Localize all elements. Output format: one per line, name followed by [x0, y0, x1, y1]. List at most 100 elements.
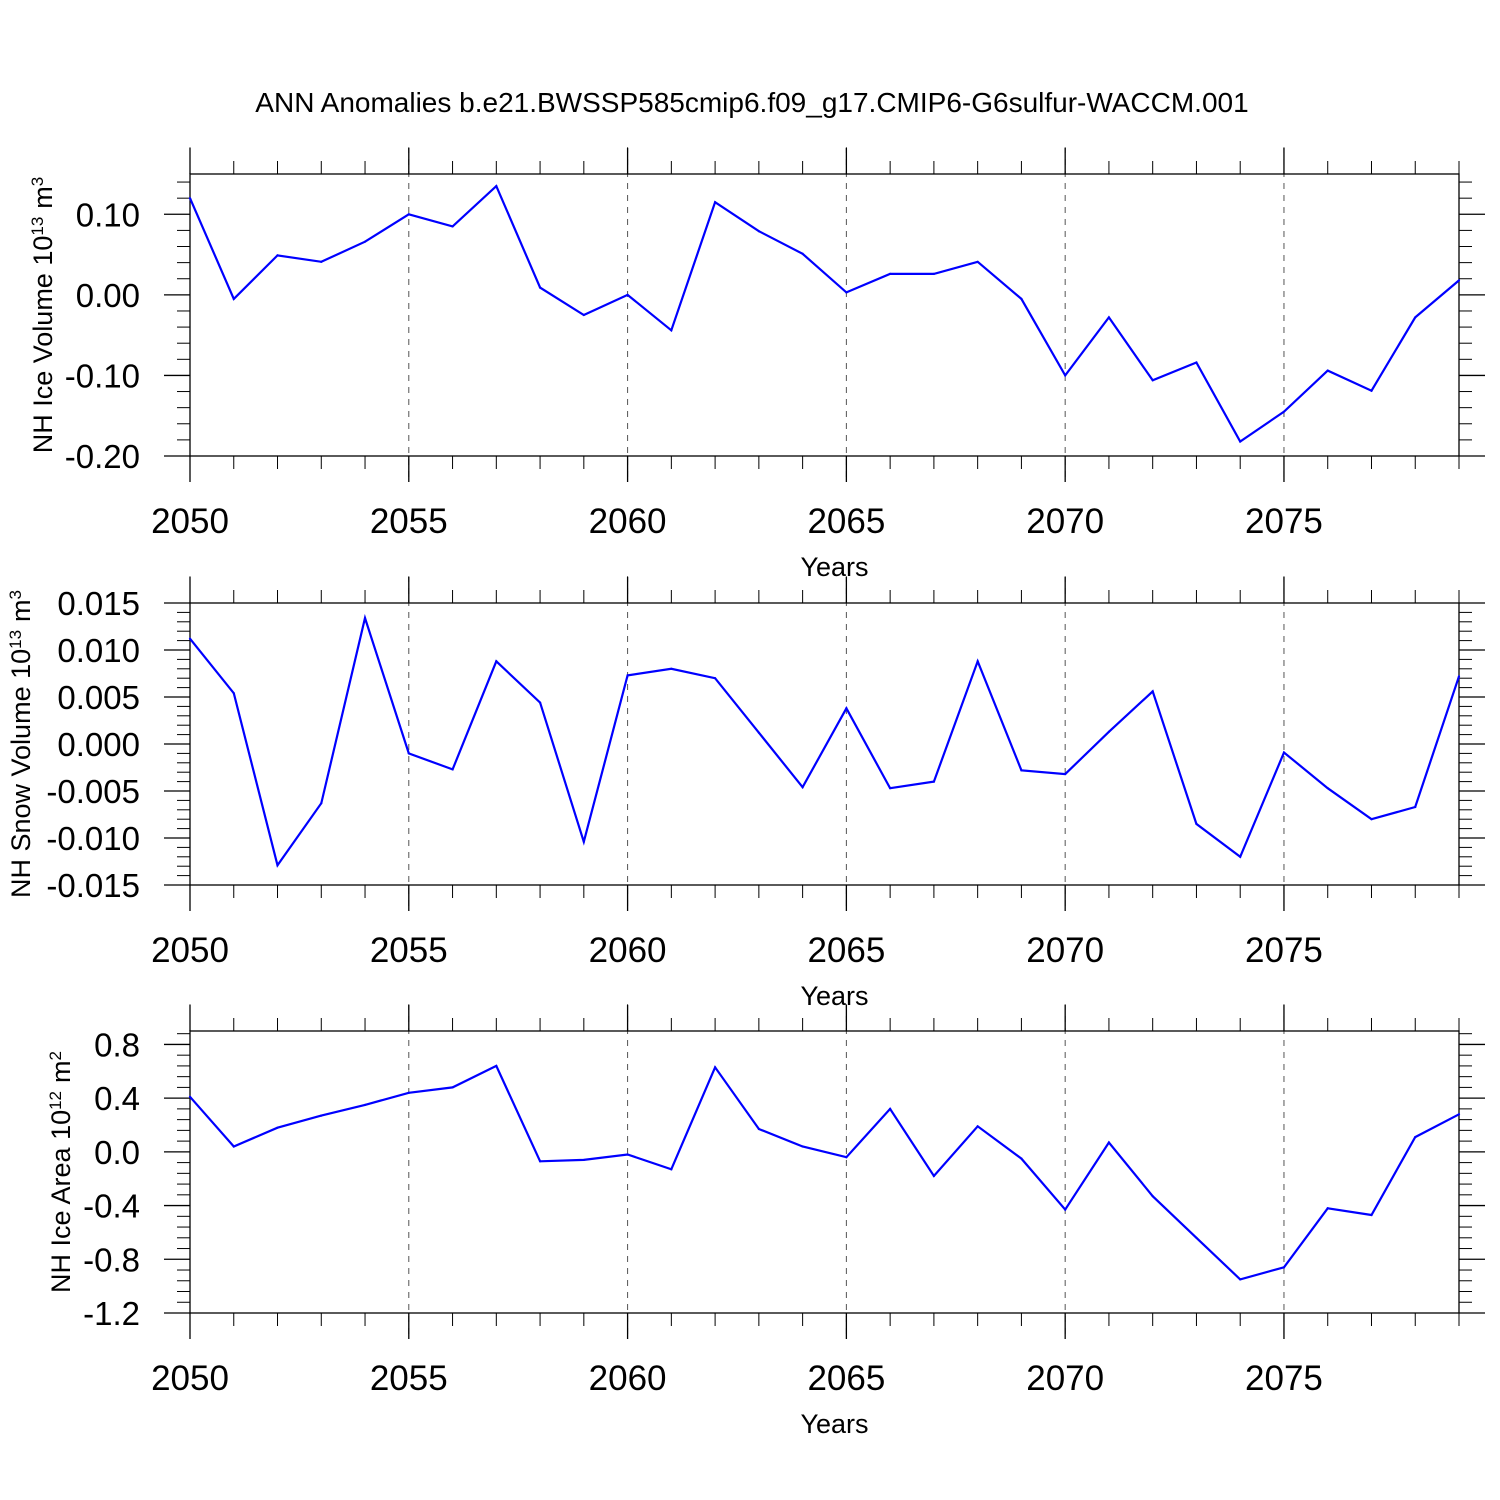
- data-point: [582, 840, 585, 843]
- data-point: [1064, 772, 1067, 776]
- data-point: [845, 707, 848, 710]
- xlabel: Years: [800, 981, 868, 1011]
- data-point: [407, 213, 410, 216]
- ylabel-unit: m: [6, 599, 36, 622]
- xlabel: Years: [800, 552, 868, 582]
- data-point: [1195, 1236, 1198, 1239]
- data-point: [932, 1174, 935, 1178]
- y-tick-label: -0.010: [46, 820, 140, 857]
- data-point: [1020, 297, 1023, 300]
- panel-snow-volume: Years NH Snow Volume 1013 m3 2050 2055 2060…: [6, 576, 1485, 1011]
- x-tick-label: 2070: [1026, 931, 1104, 970]
- data-point: [1282, 410, 1286, 413]
- x-tick-label: 2070: [1026, 502, 1104, 541]
- ylabel-unit: m: [28, 186, 58, 209]
- x-tick-label: 2075: [1245, 1359, 1323, 1398]
- y-tick-label: -0.10: [65, 357, 140, 394]
- data-point: [451, 768, 454, 771]
- y-tick-label: -0.005: [46, 773, 140, 810]
- data-point: [714, 201, 717, 204]
- ylabel-unit-exponent: 3: [28, 177, 47, 186]
- data-point: [363, 1103, 367, 1106]
- data-point: [845, 291, 848, 294]
- y-tick-label: 0.10: [76, 196, 140, 233]
- data-point: [801, 786, 804, 789]
- ylabel-unit-exponent: 3: [6, 590, 25, 599]
- data-point: [495, 660, 498, 663]
- data-point: [1151, 1195, 1154, 1198]
- x-tick-label: 2075: [1245, 502, 1323, 541]
- data-point: [1457, 675, 1461, 678]
- data-point: [801, 252, 804, 255]
- data-point: [582, 313, 585, 317]
- data-point: [407, 1091, 410, 1094]
- data-point: [1239, 1278, 1242, 1281]
- data-point: [1457, 279, 1461, 282]
- data-series-line: [188, 184, 1460, 444]
- data-point: [495, 184, 498, 188]
- x-tick-label: 2070: [1026, 1359, 1104, 1398]
- data-series-line: [189, 1064, 1460, 1281]
- x-tick-label: 2055: [370, 1359, 448, 1398]
- ylabel: NH Ice Volume 1013 m3: [28, 177, 58, 454]
- data-point: [320, 802, 323, 805]
- data-point: [1370, 818, 1373, 821]
- data-point: [538, 701, 542, 704]
- ylabel-text: NH Snow Volume 10: [6, 649, 36, 898]
- data-point: [1020, 769, 1023, 772]
- data-point: [670, 1168, 673, 1171]
- data-point: [889, 787, 892, 790]
- x-tick-label: 2065: [807, 502, 885, 541]
- y-tick-label: 0.010: [57, 632, 140, 669]
- xlabel: Years: [800, 1409, 868, 1439]
- x-tick-label: 2050: [151, 931, 229, 970]
- y-tick-label: -0.4: [83, 1188, 140, 1225]
- data-point: [1195, 361, 1198, 364]
- data-point: [1064, 374, 1067, 377]
- x-tick-label: 2060: [589, 931, 667, 970]
- ylabel-unit: m: [46, 1060, 76, 1083]
- panel-ice-area: Years NH Ice Area 1012 m2 2050 2055 2060 206…: [46, 1004, 1485, 1439]
- panel-ice-volume: Years NH Ice Volume 1013 m3 2050 2055 2060 2…: [28, 147, 1485, 582]
- data-point: [1414, 1135, 1417, 1139]
- data-point: [1107, 1141, 1111, 1144]
- data-point: [363, 240, 367, 243]
- data-point: [1151, 690, 1154, 693]
- data-point: [1414, 316, 1417, 319]
- x-tick-label: 2050: [151, 502, 229, 541]
- data-point: [407, 752, 410, 755]
- x-tick-label: 2060: [589, 1359, 667, 1398]
- data-point: [670, 667, 673, 670]
- y-tick-label: -0.20: [65, 438, 140, 475]
- data-point: [451, 1086, 454, 1089]
- data-point: [1239, 855, 1242, 858]
- data-point: [1457, 1113, 1461, 1116]
- data-point: [276, 254, 279, 257]
- data-point: [276, 1126, 279, 1129]
- data-point: [714, 677, 717, 680]
- data-point: [1414, 805, 1417, 809]
- data-point: [538, 286, 542, 289]
- y-tick-label: 0.000: [57, 726, 140, 763]
- data-point: [1370, 1213, 1373, 1217]
- ylabel: NH Snow Volume 1013 m3: [6, 590, 36, 898]
- data-point: [1195, 822, 1198, 826]
- ylabel-text: NH Ice Area 10: [46, 1110, 76, 1293]
- data-point: [320, 260, 323, 263]
- plot-frame: [189, 1030, 1460, 1314]
- data-point: [363, 616, 367, 620]
- data-point: [232, 692, 235, 695]
- y-tick-label: 0.00: [76, 277, 140, 314]
- x-tick-label: 2065: [807, 931, 885, 970]
- x-tick-label: 2055: [370, 931, 448, 970]
- data-point: [276, 864, 279, 867]
- data-point: [976, 660, 979, 663]
- data-point: [801, 1145, 804, 1148]
- ylabel: NH Ice Area 1012 m2: [46, 1051, 76, 1293]
- plot-frame: [189, 173, 1460, 457]
- ylabel-exponent: 13: [6, 630, 25, 649]
- data-point: [1282, 1266, 1286, 1269]
- data-point: [976, 1125, 979, 1128]
- data-point: [626, 1153, 629, 1156]
